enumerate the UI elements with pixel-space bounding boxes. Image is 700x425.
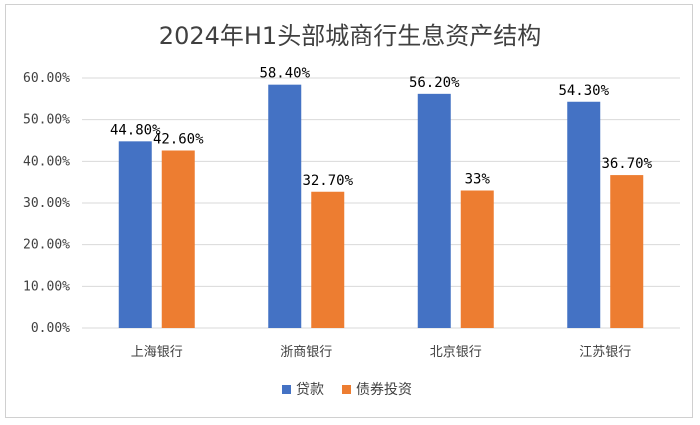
bar xyxy=(118,141,152,328)
x-tick-label: 上海银行 xyxy=(131,345,183,360)
bar xyxy=(268,84,302,329)
y-tick-label: 60.00% xyxy=(23,71,70,86)
legend-swatch xyxy=(342,385,351,394)
y-tick-label: 40.00% xyxy=(23,154,70,169)
x-tick-label: 江苏银行 xyxy=(579,344,631,360)
data-label: 33% xyxy=(465,172,491,188)
y-tick-label: 10.00% xyxy=(23,279,70,294)
data-label: 58.40% xyxy=(259,66,310,82)
bar xyxy=(567,101,601,328)
legend-swatch xyxy=(282,385,291,394)
data-label: 32.70% xyxy=(302,173,353,189)
bar xyxy=(460,190,494,328)
bar xyxy=(161,150,195,328)
data-label: 54.30% xyxy=(558,83,609,99)
y-tick-label: 30.00% xyxy=(23,196,70,211)
y-tick-label: 0.00% xyxy=(31,321,70,336)
data-label: 42.60% xyxy=(153,132,204,148)
bar xyxy=(311,191,345,328)
legend-label: 债券投资 xyxy=(356,382,412,398)
legend-label: 贷款 xyxy=(296,382,324,398)
bar xyxy=(417,93,451,328)
data-label: 56.20% xyxy=(409,75,460,91)
chart-title: 2024年H1头部城商行生息资产结构 xyxy=(158,22,542,50)
y-tick-label: 50.00% xyxy=(23,113,70,128)
x-tick-label: 北京银行 xyxy=(430,345,482,360)
data-label: 36.70% xyxy=(601,156,652,172)
x-tick-label: 浙商银行 xyxy=(280,345,332,360)
bar xyxy=(610,175,644,328)
y-tick-label: 20.00% xyxy=(23,238,70,253)
data-label: 44.80% xyxy=(110,122,161,138)
